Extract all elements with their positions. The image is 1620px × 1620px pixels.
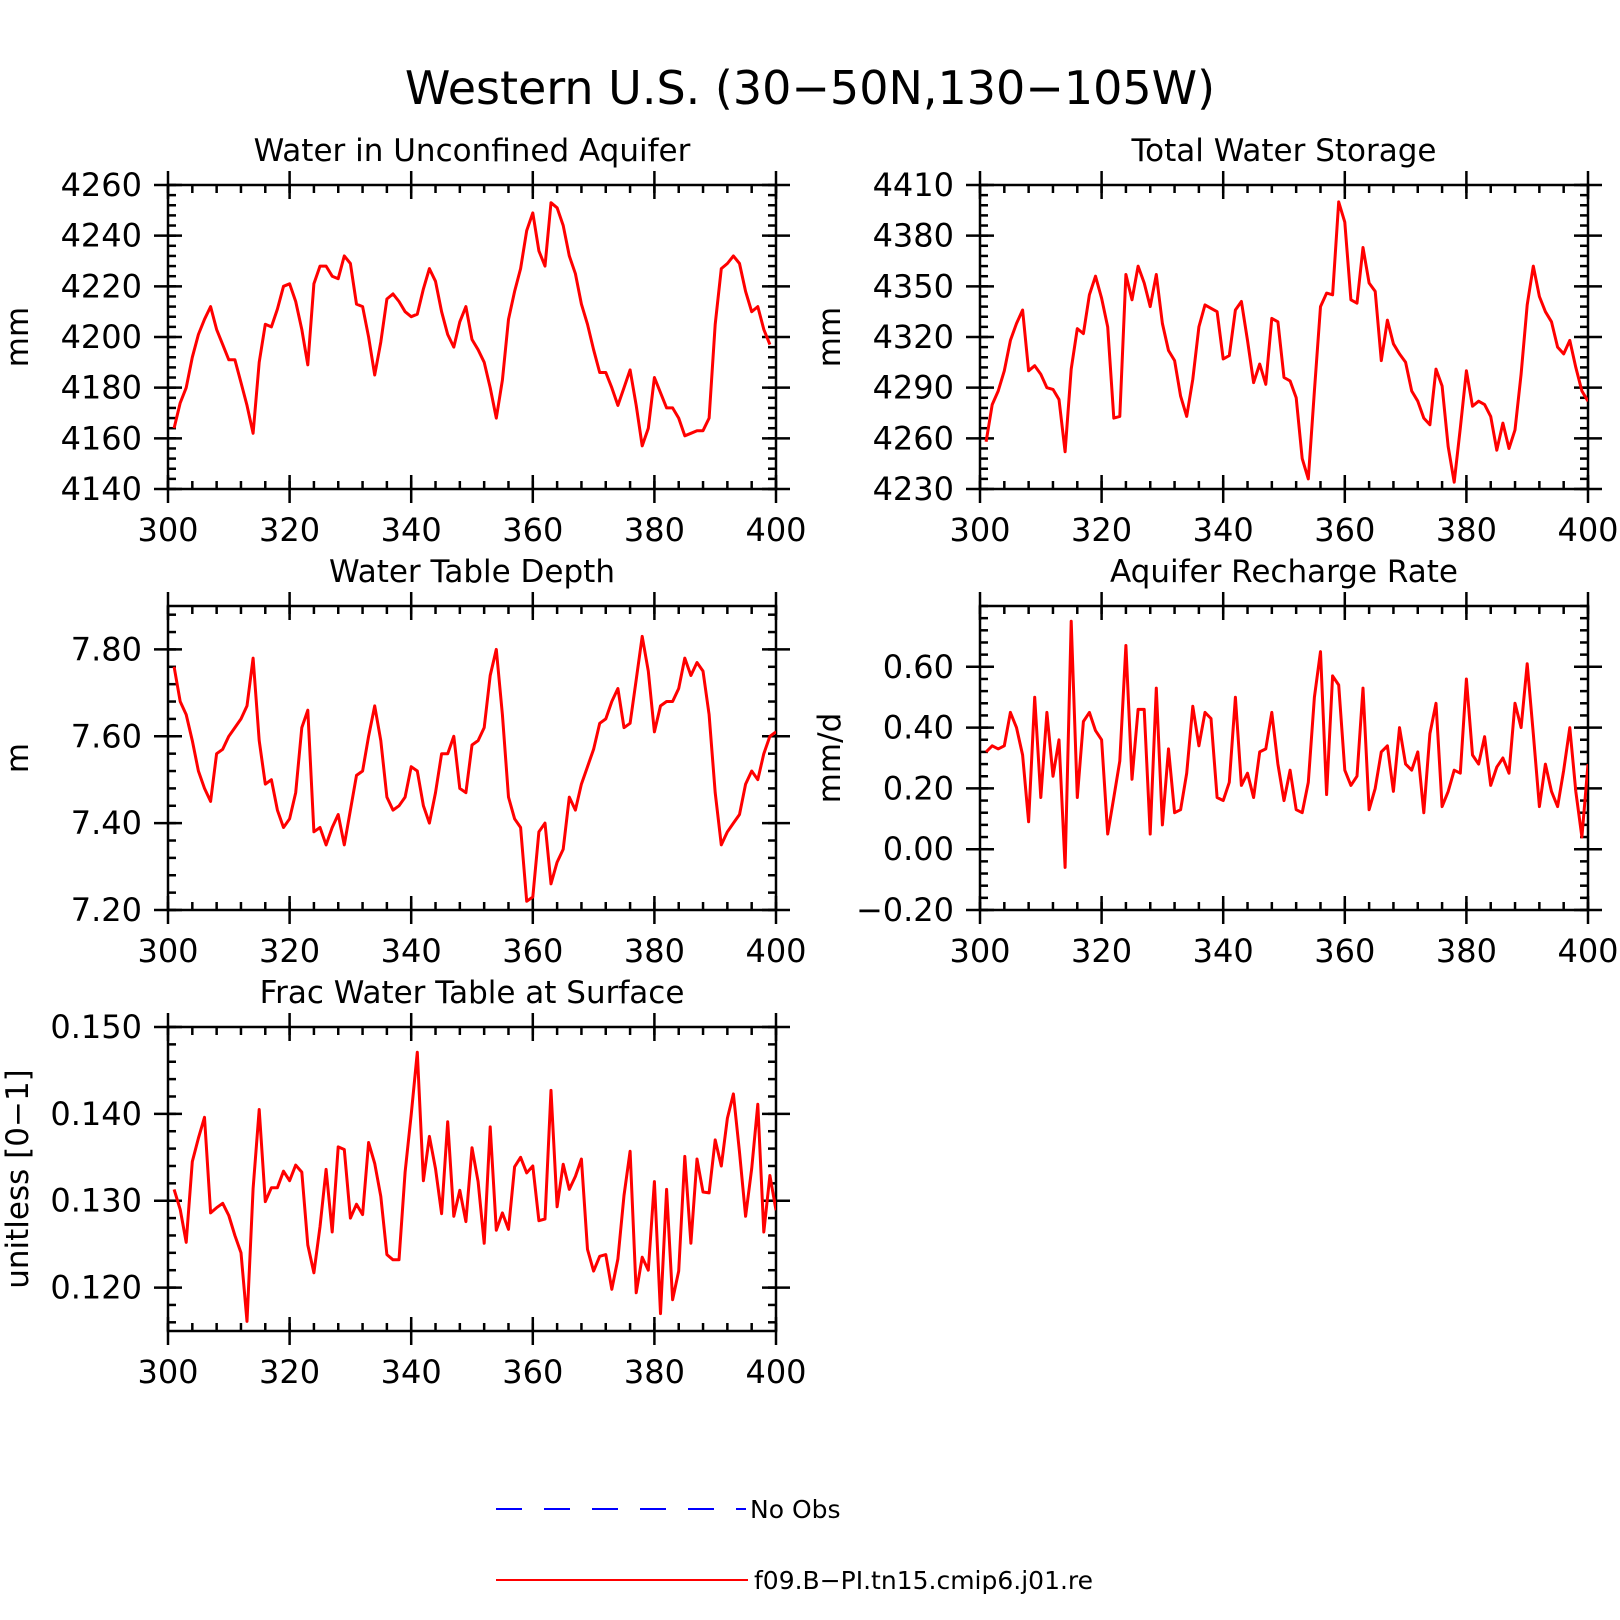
water-in-unconfined-aquifer-y-tick-label: 4180 xyxy=(61,369,142,407)
aquifer-recharge-rate-plot-frame xyxy=(978,604,1590,912)
panel-water-table-depth: Water Table Depth 300 320 340 360 380 400 7.20 7… xyxy=(0,554,807,970)
total-water-storage-y-tick-label: 4410 xyxy=(873,166,954,204)
water-table-depth-x-tick-label: 320 xyxy=(259,932,320,970)
aquifer-recharge-rate-x-tick-label: 340 xyxy=(1193,932,1254,970)
frac-water-table-at-surface-x-tick-label: 300 xyxy=(137,1353,198,1391)
total-water-storage-y-tick-label: 4380 xyxy=(873,217,954,255)
frac-water-table-at-surface-series-line xyxy=(172,1050,776,1323)
water-in-unconfined-aquifer-y-tick-label: 4200 xyxy=(61,318,142,356)
water-table-depth-x-tick-label: 380 xyxy=(624,932,685,970)
aquifer-recharge-rate-x-tick-label: 380 xyxy=(1436,932,1497,970)
water-in-unconfined-aquifer-x-tick-label: 300 xyxy=(137,511,198,549)
water-table-depth-x-tick-label: 360 xyxy=(502,932,563,970)
total-water-storage-x-tick-label: 340 xyxy=(1193,511,1254,549)
frac-water-table-at-surface-x-tick-label: 360 xyxy=(502,1353,563,1391)
water-table-depth-y-axis-label: m xyxy=(0,743,36,773)
water-in-unconfined-aquifer-x-tick-label: 380 xyxy=(624,511,685,549)
panel-total-water-storage: Total Water Storage 300 320 340 360 380 400 423… xyxy=(812,133,1619,549)
water-in-unconfined-aquifer-x-tick-label: 340 xyxy=(381,511,442,549)
total-water-storage-x-tick-label: 380 xyxy=(1436,511,1497,549)
frac-water-table-at-surface-x-tick-label: 380 xyxy=(624,1353,685,1391)
total-water-storage-y-tick-label: 4290 xyxy=(873,369,954,407)
water-table-depth-x-tick-label: 340 xyxy=(381,932,442,970)
water-in-unconfined-aquifer-y-tick-label: 4260 xyxy=(61,166,142,204)
water-in-unconfined-aquifer-y-tick-label: 4240 xyxy=(61,217,142,255)
aquifer-recharge-rate-y-tick-label: 0.40 xyxy=(883,709,954,747)
total-water-storage-x-tick-label: 300 xyxy=(949,511,1010,549)
aquifer-recharge-rate-y-tick-label: 0.00 xyxy=(883,830,954,868)
total-water-storage-y-tick-label: 4230 xyxy=(873,470,954,508)
total-water-storage-y-tick-label: 4350 xyxy=(873,267,954,305)
frac-water-table-at-surface-y-tick-label: 0.120 xyxy=(50,1269,142,1307)
water-in-unconfined-aquifer-x-tick-label: 360 xyxy=(502,511,563,549)
frac-water-table-at-surface-title: Frac Water Table at Surface xyxy=(260,975,685,1011)
frac-water-table-at-surface-plot-frame xyxy=(166,1025,778,1333)
water-table-depth-x-tick-label: 300 xyxy=(137,932,198,970)
aquifer-recharge-rate-y-tick-label: 0.60 xyxy=(883,648,954,686)
figure-title: Western U.S. (30−50N,130−105W) xyxy=(405,61,1215,115)
aquifer-recharge-rate-x-tick-label: 320 xyxy=(1071,932,1132,970)
water-table-depth-y-tick-label: 7.60 xyxy=(71,717,142,755)
total-water-storage-x-tick-label: 400 xyxy=(1557,511,1618,549)
frac-water-table-at-surface-y-axis-label: unitless [0−1] xyxy=(0,1069,36,1289)
aquifer-recharge-rate-y-tick-label: 0.20 xyxy=(883,769,954,807)
water-table-depth-title: Water Table Depth xyxy=(329,554,615,590)
total-water-storage-series-line xyxy=(984,200,1588,484)
aquifer-recharge-rate-x-tick-label: 300 xyxy=(949,932,1010,970)
total-water-storage-y-axis-label: mm xyxy=(812,307,848,367)
panel-frac-water-table-at-surface: Frac Water Table at Surface 300 320 340 360 3… xyxy=(0,975,807,1391)
water-in-unconfined-aquifer-x-tick-label: 400 xyxy=(745,511,806,549)
aquifer-recharge-rate-title: Aquifer Recharge Rate xyxy=(1110,554,1458,590)
panel-aquifer-recharge-rate: Aquifer Recharge Rate 300 320 340 360 380 400 −… xyxy=(812,554,1619,970)
aquifer-recharge-rate-y-tick-label: −0.20 xyxy=(856,891,954,929)
water-table-depth-x-tick-label: 400 xyxy=(745,932,806,970)
frac-water-table-at-surface-x-tick-label: 320 xyxy=(259,1353,320,1391)
aquifer-recharge-rate-series-line xyxy=(985,619,1588,869)
legend: No Obs f09.B−PI.tn15.cmip6.j01.re xyxy=(496,1495,1093,1595)
frac-water-table-at-surface-x-tick-label: 400 xyxy=(745,1353,806,1391)
water-table-depth-y-tick-label: 7.80 xyxy=(71,630,142,668)
aquifer-recharge-rate-y-axis-label: mm/d xyxy=(812,713,848,804)
total-water-storage-x-tick-label: 320 xyxy=(1071,511,1132,549)
frac-water-table-at-surface-y-tick-label: 0.130 xyxy=(50,1182,142,1220)
total-water-storage-title: Total Water Storage xyxy=(1130,133,1436,169)
panels: Water in Unconfined Aquifer 300 320 340 360 3… xyxy=(0,133,1619,1391)
frac-water-table-at-surface-y-tick-label: 0.140 xyxy=(50,1095,142,1133)
aquifer-recharge-rate-x-tick-label: 400 xyxy=(1557,932,1618,970)
aquifer-recharge-rate-x-tick-label: 360 xyxy=(1314,932,1375,970)
total-water-storage-y-tick-label: 4260 xyxy=(873,419,954,457)
water-in-unconfined-aquifer-title: Water in Unconfined Aquifer xyxy=(254,133,691,169)
panel-water-in-unconfined-aquifer: Water in Unconfined Aquifer 300 320 340 360 3… xyxy=(0,133,807,549)
legend-model-label: f09.B−PI.tn15.cmip6.j01.re xyxy=(754,1566,1093,1595)
legend-no-obs-label: No Obs xyxy=(750,1495,841,1524)
frac-water-table-at-surface-y-tick-label: 0.150 xyxy=(50,1008,142,1046)
water-in-unconfined-aquifer-y-tick-label: 4160 xyxy=(61,419,142,457)
water-in-unconfined-aquifer-y-axis-label: mm xyxy=(0,307,36,367)
total-water-storage-x-tick-label: 360 xyxy=(1314,511,1375,549)
water-in-unconfined-aquifer-y-tick-label: 4220 xyxy=(61,267,142,305)
water-table-depth-y-tick-label: 7.20 xyxy=(71,891,142,929)
water-in-unconfined-aquifer-series-line xyxy=(172,201,772,448)
water-table-depth-y-tick-label: 7.40 xyxy=(71,804,142,842)
water-table-depth-series-line xyxy=(172,634,776,903)
total-water-storage-y-tick-label: 4320 xyxy=(873,318,954,356)
water-table-depth-plot-frame xyxy=(166,604,778,912)
water-in-unconfined-aquifer-x-tick-label: 320 xyxy=(259,511,320,549)
water-in-unconfined-aquifer-y-tick-label: 4140 xyxy=(61,470,142,508)
frac-water-table-at-surface-x-tick-label: 340 xyxy=(381,1353,442,1391)
